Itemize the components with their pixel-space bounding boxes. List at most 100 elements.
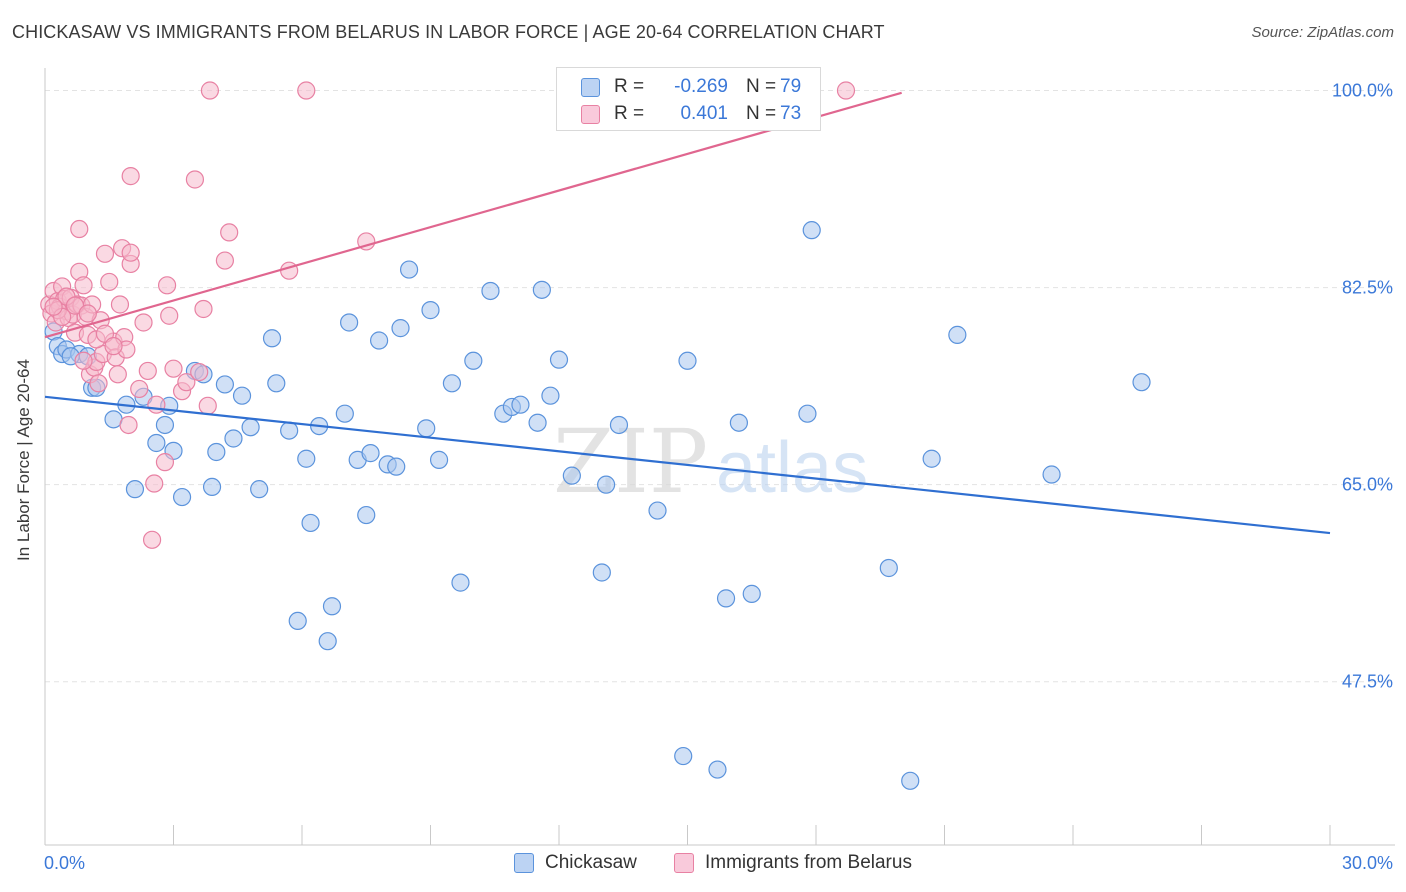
legend-r-label: R = xyxy=(614,103,645,124)
chickasaw-point xyxy=(318,632,337,651)
chickasaw-point xyxy=(678,351,697,370)
chickasaw-point xyxy=(798,404,817,423)
chickasaw-point xyxy=(1042,465,1061,484)
chickasaw-point xyxy=(421,301,440,320)
belarus-point xyxy=(44,297,63,316)
trend-lines xyxy=(44,91,1331,535)
chickasaw-point xyxy=(267,374,286,393)
chickasaw-point xyxy=(250,480,269,499)
legend-n-value: 79 xyxy=(780,76,802,97)
belarus-point xyxy=(177,373,196,392)
chickasaw-point xyxy=(335,404,354,423)
legend-n-label: N = xyxy=(746,103,777,124)
source-label: Source: ZipAtlas.com xyxy=(1251,24,1394,41)
belarus-point xyxy=(198,396,217,415)
y-tick-label: 82.5% xyxy=(1342,278,1393,298)
belarus-point xyxy=(836,81,856,100)
chickasaw-point xyxy=(716,589,736,608)
belarus-trend-line xyxy=(44,91,902,339)
chickasaw-point xyxy=(262,329,282,348)
chickasaw-point xyxy=(442,374,462,393)
chickasaw-point xyxy=(361,444,380,463)
chickasaw-point xyxy=(948,325,967,344)
legend-item-chickasaw: Chickasaw xyxy=(514,852,637,874)
chickasaw-point xyxy=(511,395,530,414)
chickasaw-point xyxy=(528,413,547,432)
belarus-point xyxy=(142,530,162,549)
legend-label-chickasaw: Chickasaw xyxy=(545,852,637,873)
chickasaw-point xyxy=(541,386,560,405)
x-tick-label-max: 30.0% xyxy=(1342,853,1393,873)
chickasaw-point xyxy=(742,584,761,603)
chickasaw-point xyxy=(322,597,342,616)
belarus-point xyxy=(121,167,140,186)
chickasaw-point xyxy=(224,429,243,448)
legend-r-value: 0.401 xyxy=(680,103,728,124)
chickasaw-point xyxy=(370,331,389,350)
chickasaw-point xyxy=(879,558,898,578)
belarus-point xyxy=(119,415,138,435)
chickasaw-point xyxy=(592,563,611,582)
chickasaw-point xyxy=(202,477,222,497)
chickasaw-point xyxy=(301,513,320,533)
chickasaw-point xyxy=(597,475,616,494)
watermark: ZIP atlas xyxy=(553,410,868,513)
chickasaw-point xyxy=(451,573,470,592)
belarus-point xyxy=(95,324,115,343)
belarus-point xyxy=(95,244,115,263)
chickasaw-point xyxy=(1132,373,1151,392)
belarus-point xyxy=(134,313,153,332)
chickasaw-point xyxy=(391,319,410,338)
chickasaw-trend-line xyxy=(44,395,1331,535)
chickasaw-point xyxy=(609,415,629,435)
legend-n-value: 73 xyxy=(780,103,802,124)
legend-swatch-blue xyxy=(514,853,534,873)
chickasaw-point xyxy=(215,375,234,394)
watermark-atlas: atlas xyxy=(716,428,868,508)
chickasaw-point xyxy=(464,351,483,370)
belarus-point xyxy=(164,359,183,378)
chickasaw-point xyxy=(708,760,727,779)
chickasaw-point xyxy=(648,501,667,520)
chickasaw-point xyxy=(288,611,307,631)
chickasaw-point xyxy=(232,386,252,405)
correlation-legend: R = -0.269 N = 79 R = 0.401 N = 73 xyxy=(556,67,821,131)
y-tick-label: 65.0% xyxy=(1342,475,1393,495)
y-tick-label: 100.0% xyxy=(1332,81,1393,101)
chart-title: CHICKASAW VS IMMIGRANTS FROM BELARUS IN … xyxy=(12,22,885,42)
chickasaw-point xyxy=(280,421,299,440)
belarus-point xyxy=(104,337,123,356)
chickasaw-point xyxy=(125,480,145,499)
belarus-point xyxy=(215,251,234,270)
chickasaw-point xyxy=(532,280,551,299)
x-tick-label-min: 0.0% xyxy=(44,853,85,873)
chickasaw-point xyxy=(172,487,192,507)
belarus-point xyxy=(100,272,119,292)
chickasaw-point xyxy=(417,419,436,438)
chickasaw-point xyxy=(674,746,693,766)
chickasaw-point xyxy=(155,415,175,435)
legend-r-value: -0.269 xyxy=(674,76,728,97)
belarus-point xyxy=(147,395,166,414)
belarus-point xyxy=(70,219,89,239)
chickasaw-point xyxy=(901,771,920,790)
belarus-point xyxy=(185,170,205,189)
watermark-zip: ZIP xyxy=(553,410,708,513)
chickasaw-point xyxy=(429,450,449,469)
belarus-point xyxy=(74,351,93,370)
chickasaw-point xyxy=(399,260,419,279)
belarus-point xyxy=(110,295,130,314)
chickasaw-point xyxy=(340,313,359,332)
belarus-point xyxy=(297,81,316,100)
legend-r-label: R = xyxy=(614,76,645,97)
chickasaw-point xyxy=(481,281,500,301)
belarus-point xyxy=(190,362,209,382)
legend-label-belarus: Immigrants from Belarus xyxy=(705,852,912,873)
legend-row-chickasaw: R = -0.269 N = 79 xyxy=(581,74,801,100)
belarus-point xyxy=(220,223,239,242)
legend-row-belarus: R = 0.401 N = 73 xyxy=(581,101,801,127)
chickasaw-point xyxy=(357,505,376,525)
chickasaw-point xyxy=(147,433,166,453)
belarus-point xyxy=(194,299,213,319)
series-legend: Chickasaw Immigrants from Belarus xyxy=(0,852,1406,878)
